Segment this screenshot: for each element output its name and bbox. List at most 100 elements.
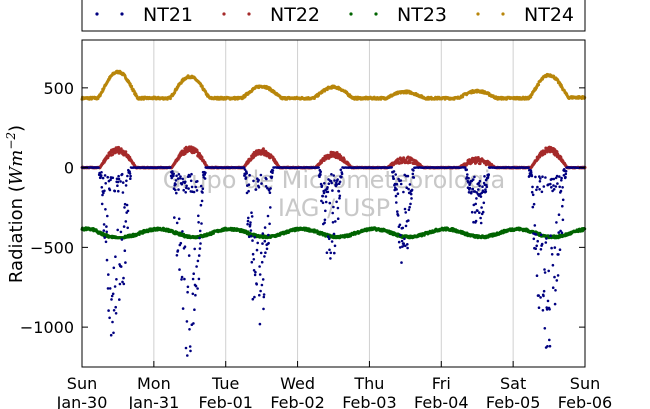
data-point [177,188,180,191]
data-point [180,182,184,186]
data-point [186,285,190,289]
data-point [260,182,263,185]
data-point [331,221,335,224]
data-point [242,166,246,169]
y-tick-label: 0 [64,159,74,178]
series-nt23 [80,226,587,240]
series-layer [80,69,587,357]
data-point [192,322,195,325]
data-point [185,184,188,188]
data-point [340,172,344,176]
data-point [400,239,404,243]
data-point [534,175,537,179]
data-point [186,354,189,357]
data-point [106,214,109,218]
data-point [183,277,186,281]
data-point [189,349,192,353]
data-point [116,180,120,184]
data-point [270,175,274,179]
data-point [464,166,467,169]
data-point [178,268,181,271]
data-point [114,255,117,258]
data-point [125,179,128,183]
data-point [551,286,555,290]
data-point [543,327,547,330]
data-point [478,179,482,183]
x-tick-label-day: Wed [280,374,315,393]
data-point [542,185,546,188]
data-point [179,175,182,178]
data-point [267,233,270,237]
data-point [399,182,403,186]
data-point [175,191,178,195]
data-point [332,232,336,236]
legend: NT21 NT22 NT23 NT24 [81,0,586,32]
data-point [479,221,483,225]
data-point [326,190,330,194]
data-point [410,197,413,200]
data-point [197,221,200,224]
data-point [121,191,125,194]
data-point [248,173,251,177]
data-point [547,269,550,273]
data-point [105,230,108,234]
data-point [122,225,126,228]
data-point [191,292,195,296]
data-point [246,222,249,226]
data-point [252,258,256,261]
grid-lines [153,40,514,367]
data-point [403,207,407,211]
data-point [323,182,326,185]
data-point [553,246,557,249]
data-point [262,307,265,311]
data-point [559,189,563,193]
data-point [408,205,411,209]
data-point [257,185,261,189]
data-point [108,287,112,290]
data-point [200,199,204,203]
data-point [471,187,475,191]
data-point [470,190,473,194]
data-point [118,282,122,286]
data-point [117,177,121,181]
series-nt24 [80,69,587,101]
data-point [204,171,207,175]
data-point [538,188,541,191]
data-point [338,194,342,198]
data-point [561,186,564,189]
data-point [250,211,253,214]
data-point [542,289,546,293]
data-point [197,254,201,257]
data-point [201,187,205,190]
data-point [254,270,257,274]
data-point [179,241,183,245]
data-point [473,211,477,214]
data-point [335,200,338,204]
data-point [253,236,256,239]
data-point [317,166,320,169]
data-point [111,176,115,180]
data-point [466,173,469,176]
data-point [530,190,534,194]
data-point [475,197,478,200]
data-point [196,180,199,183]
data-point [408,183,412,186]
data-point [124,220,128,223]
data-point [537,252,540,256]
data-point [327,237,331,241]
x-tick-label-date: Feb-03 [342,393,396,409]
data-point [564,169,568,173]
x-tick-label-day: Tue [211,374,239,393]
data-point [406,243,409,246]
data-point [128,172,132,175]
data-point [471,178,475,181]
data-point [258,293,261,297]
data-point [258,265,261,268]
data-point [194,293,197,297]
data-point [172,172,175,176]
data-point [114,312,118,315]
data-point [531,185,534,189]
data-point [116,228,119,232]
data-point [176,249,180,252]
